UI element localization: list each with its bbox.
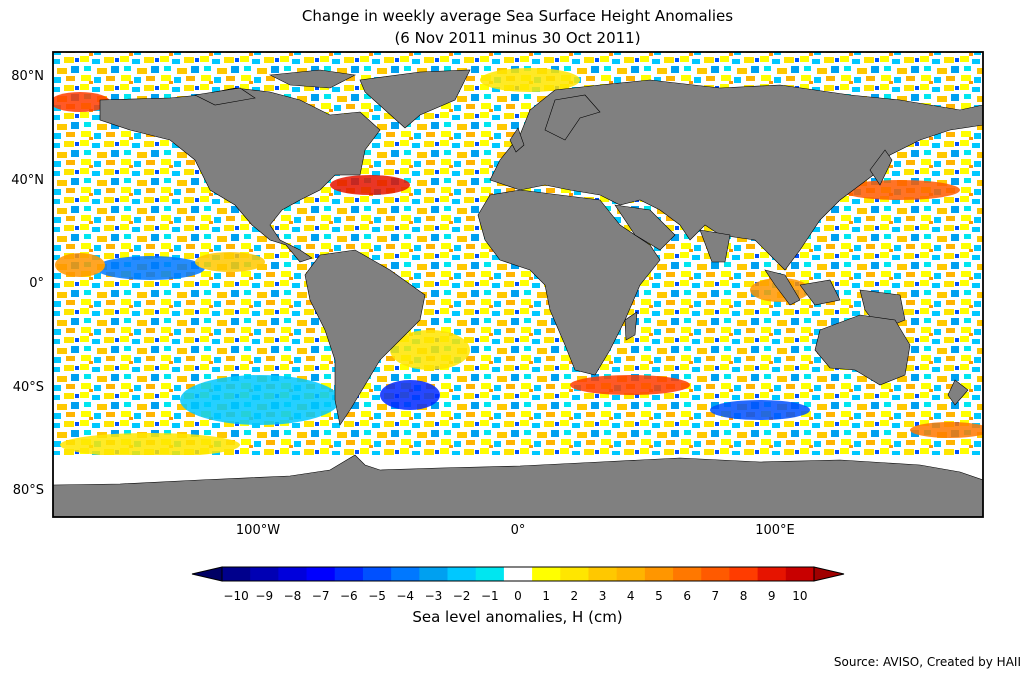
colorbar-swatch xyxy=(588,567,618,581)
colorbar-swatch xyxy=(673,567,702,581)
colorbar-swatch xyxy=(532,567,561,581)
colorbar-tick-label: 8 xyxy=(739,589,748,603)
colorbar-swatch xyxy=(419,567,449,581)
colorbar-swatch xyxy=(729,567,759,581)
colorbar-tick-label: −8 xyxy=(283,589,302,603)
land-greenland xyxy=(359,69,471,129)
lat-label-40n: 40°N xyxy=(11,173,44,188)
land-antarctica xyxy=(53,454,983,517)
lat-label-80n: 80°N xyxy=(11,69,44,84)
colorbar-arrow-max xyxy=(813,566,845,582)
colorbar-tick-label: 0 xyxy=(514,589,522,603)
colorbar-swatch xyxy=(306,567,336,581)
source-credit: Source: AVISO, Created by HAII xyxy=(833,655,1021,669)
land-masses xyxy=(53,69,983,517)
colorbar-swatch xyxy=(757,567,787,581)
map-area xyxy=(53,52,983,517)
colorbar-tick-label: 5 xyxy=(655,589,663,603)
colorbar-tick-label: −7 xyxy=(311,589,330,603)
colorbar-label: Sea level anomalies, H (cm) xyxy=(412,608,623,626)
colorbar-tick-label: 9 xyxy=(767,589,776,603)
colorbar-swatch xyxy=(644,567,674,581)
colorbar-swatch xyxy=(475,567,505,581)
colorbar-tick-label: 10 xyxy=(792,589,808,603)
colorbar-tick-label: −5 xyxy=(368,589,386,603)
colorbar-swatch xyxy=(222,567,251,581)
colorbar-swatch xyxy=(560,567,589,581)
colorbar-swatch xyxy=(278,567,308,581)
colorbar-swatch xyxy=(362,567,392,581)
land-eurasia xyxy=(489,79,983,271)
colorbar-tick-label: 6 xyxy=(683,589,691,603)
colorbar-tick-label: 3 xyxy=(598,589,607,603)
colorbar-tick-label: 4 xyxy=(626,589,635,603)
land-africa xyxy=(477,189,661,376)
colorbar-tick-label: 1 xyxy=(542,589,550,603)
colorbar-swatch xyxy=(701,567,730,581)
colorbar-swatch xyxy=(334,567,364,581)
land-australia xyxy=(814,314,911,386)
land-south-america xyxy=(304,249,426,426)
map-title: Change in weekly average Sea Surface Hei… xyxy=(301,7,734,25)
lat-label-equator: 0° xyxy=(29,276,44,291)
colorbar-frame xyxy=(221,566,815,582)
land-arctic-islands xyxy=(268,69,356,89)
map-frame xyxy=(52,51,984,518)
colorbar-tick-label: −4 xyxy=(396,589,415,603)
lat-label-40s: 40°S xyxy=(12,380,44,395)
lon-label-0: 0° xyxy=(510,523,526,538)
colorbar-tick-label: −2 xyxy=(452,589,471,603)
colorbar-swatch xyxy=(785,567,815,581)
colorbar-arrow-min xyxy=(191,566,223,582)
colorbar-tick-label: 2 xyxy=(570,589,579,603)
lat-label-80s: 80°S xyxy=(12,483,44,498)
colorbar-tick-label: −6 xyxy=(339,589,358,603)
colorbar-swatch xyxy=(391,567,420,581)
colorbar-tick-label: −3 xyxy=(424,589,443,603)
map-subtitle: (6 Nov 2011 minus 30 Oct 2011) xyxy=(394,29,641,47)
lon-label-100e: 100°E xyxy=(755,523,795,538)
colorbar-swatch xyxy=(447,567,477,581)
colorbar-tick-label: −9 xyxy=(255,589,274,603)
land-north-america xyxy=(99,87,381,263)
colorbar-tick-label: 7 xyxy=(711,589,720,603)
colorbar-swatch xyxy=(616,567,646,581)
colorbar-tick-label: −10 xyxy=(223,589,249,603)
colorbar-tick-label: −1 xyxy=(480,589,499,603)
colorbar-swatch xyxy=(250,567,279,581)
lon-label-100w: 100°W xyxy=(235,523,281,538)
colorbar-swatch xyxy=(503,567,533,581)
